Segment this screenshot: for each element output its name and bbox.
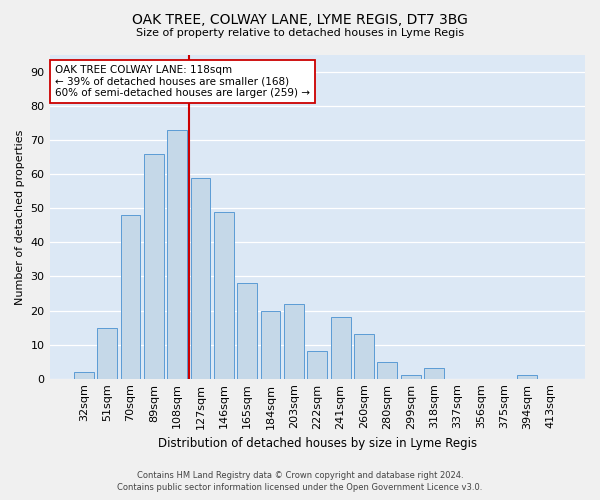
Bar [307, 352, 327, 378]
Bar [238, 284, 257, 378]
Text: OAK TREE, COLWAY LANE, LYME REGIS, DT7 3BG: OAK TREE, COLWAY LANE, LYME REGIS, DT7 3… [132, 12, 468, 26]
Text: OAK TREE COLWAY LANE: 118sqm
← 39% of detached houses are smaller (168)
60% of s: OAK TREE COLWAY LANE: 118sqm ← 39% of de… [55, 64, 310, 98]
Bar [331, 318, 350, 378]
Bar [354, 334, 374, 378]
Bar [144, 154, 164, 378]
Bar [97, 328, 117, 378]
X-axis label: Distribution of detached houses by size in Lyme Regis: Distribution of detached houses by size … [158, 437, 477, 450]
Bar [121, 215, 140, 378]
Text: Size of property relative to detached houses in Lyme Regis: Size of property relative to detached ho… [136, 28, 464, 38]
Bar [214, 212, 234, 378]
Bar [401, 376, 421, 378]
Bar [377, 362, 397, 378]
Bar [191, 178, 211, 378]
Bar [167, 130, 187, 378]
Bar [424, 368, 444, 378]
Y-axis label: Number of detached properties: Number of detached properties [15, 129, 25, 304]
Bar [260, 310, 280, 378]
Text: Contains HM Land Registry data © Crown copyright and database right 2024.
Contai: Contains HM Land Registry data © Crown c… [118, 471, 482, 492]
Bar [74, 372, 94, 378]
Bar [284, 304, 304, 378]
Bar [517, 376, 538, 378]
